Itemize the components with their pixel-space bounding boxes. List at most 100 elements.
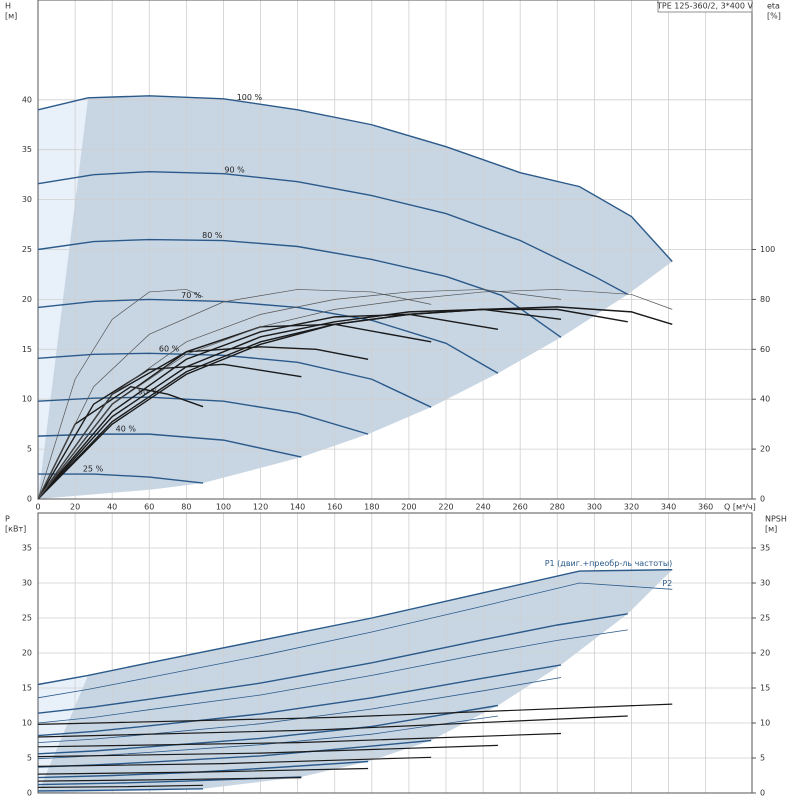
y2-tick-label: 0 <box>760 789 765 798</box>
x-tick-label: 340 <box>661 503 676 512</box>
curve <box>37 629 628 724</box>
curve-label: P1 (двиг.+преобр-ль частоты) <box>545 559 673 568</box>
curve <box>37 704 499 755</box>
x-tick-label: 300 <box>587 503 602 512</box>
secondary-curve <box>37 767 369 775</box>
secondary-curve <box>37 715 628 738</box>
curve <box>37 396 369 435</box>
secondary-curve <box>37 732 562 748</box>
x-axis-label: Q [м³/ч] <box>724 503 756 512</box>
secondary-curve <box>37 289 432 500</box>
x-tick-label: 200 <box>401 503 416 512</box>
y-axis-unit: [кВт] <box>5 525 26 534</box>
curve-label: P2 <box>662 579 672 588</box>
y2-axis-unit: [%] <box>767 12 781 21</box>
x-tick-label: 100 <box>216 503 231 512</box>
y2-tick-label: 100 <box>760 245 775 254</box>
y2-tick-label: 5 <box>760 754 765 763</box>
secondary-curve <box>37 289 673 500</box>
y-axis-unit: [м] <box>5 12 17 21</box>
operating-area <box>38 569 673 793</box>
text-layer: TPE 125-360/2, 3*400 V H [м] eta [%] Q [… <box>5 0 787 798</box>
y-tick-label: 0 <box>27 789 32 798</box>
y-tick-label: 25 <box>22 614 32 623</box>
curve <box>37 352 432 408</box>
y2-axis-label: NPSH <box>765 515 787 524</box>
x-tick-label: 220 <box>438 503 453 512</box>
curve-label: 50 % <box>138 388 159 397</box>
y-tick-label: 20 <box>22 649 32 658</box>
curve <box>37 664 562 737</box>
secondary-curve <box>37 289 562 500</box>
y-tick-label: 30 <box>22 579 32 588</box>
x-tick-label: 80 <box>181 503 191 512</box>
y2-tick-label: 10 <box>760 719 770 728</box>
y2-tick-label: 15 <box>760 684 770 693</box>
y2-axis-unit: [м] <box>765 525 777 534</box>
chart-title: TPE 125-360/2, 3*400 V <box>656 2 754 11</box>
x-tick-label: 140 <box>290 503 305 512</box>
curve-label: 40 % <box>116 425 137 434</box>
secondary-curve <box>37 784 204 788</box>
x-tick-label: 320 <box>624 503 639 512</box>
y2-tick-label: 20 <box>760 649 770 658</box>
secondary-curve <box>37 744 498 758</box>
y2-tick-label: 35 <box>760 544 770 553</box>
y-axis-label: P <box>5 515 10 524</box>
curve <box>38 473 204 484</box>
secondary-curve <box>37 313 499 500</box>
secondary-curve <box>37 363 302 500</box>
y-tick-label: 15 <box>22 684 32 693</box>
y-tick-label: 20 <box>22 295 32 304</box>
curve <box>37 677 562 743</box>
x-tick-label: 240 <box>475 503 490 512</box>
y2-tick-label: 30 <box>760 579 770 588</box>
x-tick-label: 160 <box>327 503 342 512</box>
x-tick-label: 0 <box>35 503 40 512</box>
curve <box>37 170 629 296</box>
y-tick-label: 0 <box>27 495 32 504</box>
curve-label: 90 % <box>224 165 245 174</box>
curve-label: 25 % <box>83 465 104 474</box>
y-tick-label: 35 <box>22 145 32 154</box>
lines-layer <box>37 95 673 792</box>
secondary-curve <box>37 289 204 500</box>
y2-axis-label: eta <box>767 2 780 11</box>
curve-label: 100 % <box>237 93 263 102</box>
x-tick-label: 40 <box>107 503 117 512</box>
y-tick-label: 25 <box>22 245 32 254</box>
curve <box>37 569 673 686</box>
y-tick-label: 5 <box>27 754 32 763</box>
y-tick-label: 35 <box>22 544 32 553</box>
secondary-curve <box>37 756 432 767</box>
y2-tick-label: 60 <box>760 345 770 354</box>
curve <box>37 582 673 699</box>
curve-label: 60 % <box>159 344 180 353</box>
secondary-curve <box>37 308 562 500</box>
curve <box>37 298 499 374</box>
title-box <box>657 0 753 13</box>
x-tick-label: 260 <box>513 503 528 512</box>
y-tick-label: 15 <box>22 345 32 354</box>
curve-label: 70 % <box>181 291 202 300</box>
curve-label: 80 % <box>202 231 223 240</box>
curve <box>37 613 628 714</box>
low-flow-area <box>38 97 89 499</box>
y-tick-label: 10 <box>22 719 32 728</box>
y-axis-label: H <box>5 2 11 11</box>
plot-frame <box>37 512 753 794</box>
y-tick-label: 40 <box>22 95 32 104</box>
x-tick-label: 360 <box>698 503 713 512</box>
y2-tick-label: 40 <box>760 395 770 404</box>
y-tick-label: 5 <box>27 445 32 454</box>
y-tick-label: 30 <box>22 195 32 204</box>
x-tick-label: 280 <box>550 503 565 512</box>
secondary-curve <box>37 777 302 782</box>
curve <box>37 788 204 792</box>
curve <box>37 95 673 262</box>
x-tick-label: 180 <box>364 503 379 512</box>
y2-tick-label: 0 <box>760 495 765 504</box>
x-tick-label: 20 <box>70 503 80 512</box>
y2-tick-label: 20 <box>760 445 770 454</box>
